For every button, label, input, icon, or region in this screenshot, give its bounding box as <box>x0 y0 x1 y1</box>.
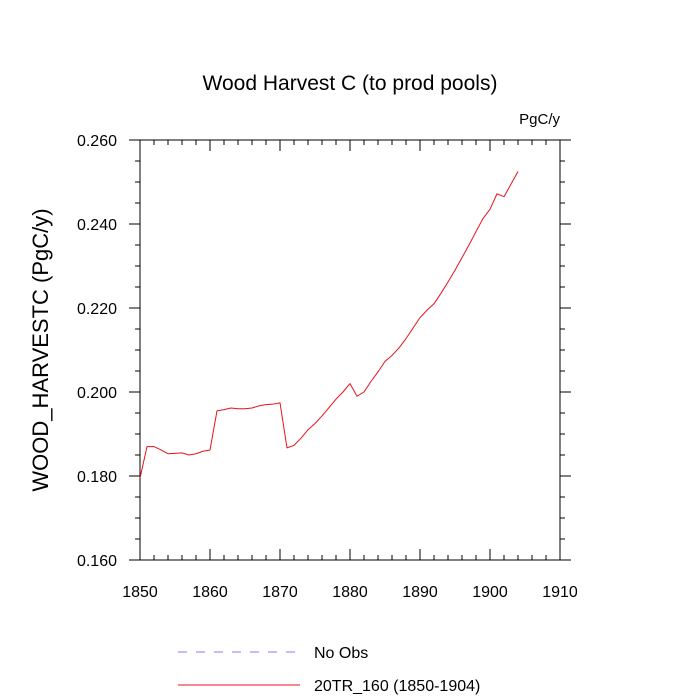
x-tick-label: 1910 <box>542 584 578 601</box>
tick-labels: 1850 1860 1870 1880 1890 1900 1910 0.160 0.180 0.… <box>77 133 578 601</box>
legend-label: 20TR_160 (1850-1904) <box>314 678 480 695</box>
legend-label: No Obs <box>314 645 368 662</box>
y-tick-label: 0.160 <box>77 553 117 570</box>
series-layer <box>139 171 519 479</box>
x-tick-label: 1880 <box>332 584 368 601</box>
axis-ticks <box>129 139 571 561</box>
units-label: PgC/y <box>519 111 560 128</box>
y-tick-label: 0.220 <box>77 301 117 318</box>
plot-frame <box>139 139 561 561</box>
y-tick-label: 0.180 <box>77 469 117 486</box>
y-tick-label: 0.200 <box>77 385 117 402</box>
x-tick-label: 1850 <box>122 584 158 601</box>
legend: No Obs 20TR_160 (1850-1904) <box>178 645 480 695</box>
series-line <box>139 171 519 479</box>
y-tick-label: 0.240 <box>77 217 117 234</box>
x-tick-label: 1890 <box>402 584 438 601</box>
y-axis-label: WOOD_HARVESTC (PgC/y) <box>28 208 53 491</box>
y-tick-label: 0.260 <box>77 133 117 150</box>
x-tick-label: 1870 <box>262 584 298 601</box>
x-tick-label: 1900 <box>472 584 508 601</box>
chart-title: Wood Harvest C (to prod pools) <box>203 72 498 95</box>
x-tick-label: 1860 <box>192 584 228 601</box>
